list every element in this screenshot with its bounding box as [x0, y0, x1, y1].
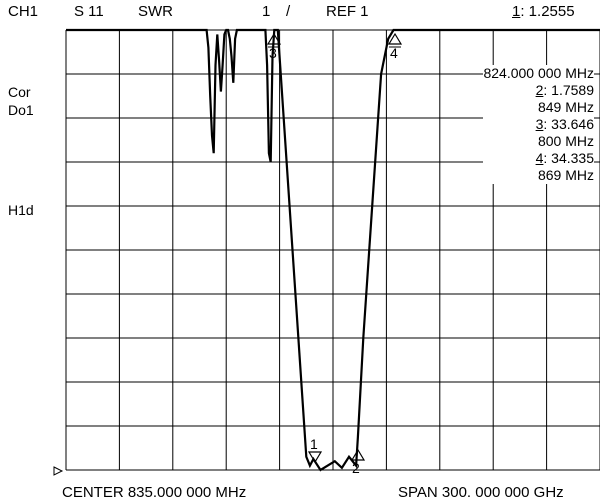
marker-1-label: 1: [310, 436, 318, 452]
hold-label: H1d: [8, 202, 34, 218]
delay-label: Do1: [8, 102, 34, 118]
scale-separator: /: [286, 3, 291, 20]
marker-list-num-3: 3: [535, 116, 544, 132]
center-frequency-label: CENTER 835.000 000 MHz: [62, 484, 247, 501]
marker-list-row-5: 4: 34.335: [483, 150, 594, 167]
marker-list-row-3: 3: 33.646: [483, 116, 594, 133]
marker-list-value-6: 869 MHz: [537, 167, 594, 183]
active-marker-number: 1: [512, 3, 521, 20]
active-marker-value: : 1.2555: [520, 3, 575, 20]
marker-list-row-4: 800 MHz: [483, 133, 594, 150]
marker-list-row-0: 824.000 000 MHz: [483, 65, 594, 82]
marker-4-icon: [387, 32, 403, 45]
marker-list-row-2: 849 MHz: [483, 99, 594, 116]
correction-label: Cor: [8, 84, 31, 100]
channel-label: CH1: [8, 3, 39, 20]
marker-1-icon: [307, 451, 323, 464]
marker-list-value-1: : 1.7589: [543, 82, 594, 98]
marker-list-row-1: 2: 1.7589: [483, 82, 594, 99]
marker-list-value-3: : 33.646: [543, 116, 594, 132]
marker-list-value-5: : 34.335: [543, 150, 594, 166]
span-label: SPAN 300. 000 000 GHz: [398, 484, 564, 501]
reference-label: REF 1: [326, 3, 369, 20]
marker-4-label: 4: [390, 45, 398, 61]
marker-list-row-6: 869 MHz: [483, 167, 594, 184]
marker-list: 824.000 000 MHz 2: 1.7589 849 MHz 3: 33.…: [483, 65, 594, 184]
marker-list-value-2: 849 MHz: [537, 99, 594, 115]
s11-trace: [66, 28, 600, 472]
marker-list-num-5: 4: [535, 150, 544, 166]
reference-position-icon: [53, 466, 64, 476]
marker-list-value-0: 824.000 000 MHz: [483, 65, 594, 81]
marker-list-num-1: 2: [535, 82, 544, 98]
active-marker-readout: 1: 1.2555: [512, 4, 575, 20]
marker-2-icon: [350, 448, 366, 461]
format-label: SWR: [138, 3, 173, 20]
parameter-label: S 11: [74, 3, 104, 20]
scale-value: 1: [262, 3, 271, 20]
marker-2-label: 2: [352, 460, 360, 476]
marker-3-icon: [266, 32, 282, 45]
marker-3-label: 3: [269, 45, 277, 61]
marker-list-value-4: 800 MHz: [537, 133, 594, 149]
